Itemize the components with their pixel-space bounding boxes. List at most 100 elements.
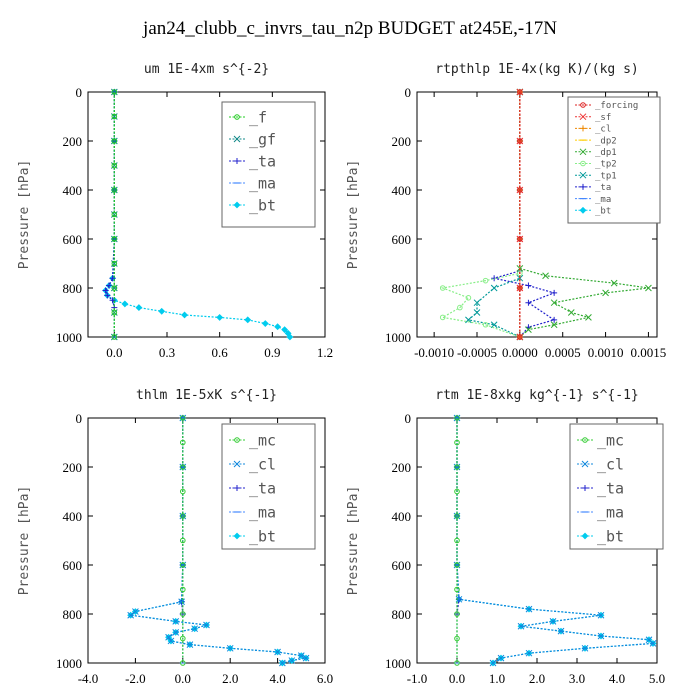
data-point <box>525 649 533 657</box>
legend-label: _dp2 <box>595 136 617 146</box>
data-point <box>180 415 186 421</box>
legend-label: _tp2 <box>595 160 617 170</box>
data-point <box>525 299 532 306</box>
y-tick-label: 800 <box>63 281 83 296</box>
data-point <box>172 629 180 636</box>
y-tick-label: 400 <box>63 183 83 198</box>
data-point <box>465 316 472 324</box>
chart-panel-3: rtm 1E-8xkg kg^{-1} s^{-1} Pressure [hPa]… <box>346 388 665 686</box>
data-point <box>473 299 481 307</box>
x-tick-label: 0.3 <box>159 345 175 360</box>
y-tick-label: 1000 <box>385 330 411 345</box>
data-point <box>490 284 498 292</box>
data-point <box>110 113 118 120</box>
y-tick-label: 800 <box>392 607 412 622</box>
data-point <box>226 644 234 652</box>
chart-panel-0: um 1E-4xm s^{-2} Pressure [hPa] 0 200 400 600… <box>17 62 333 360</box>
data-point <box>602 289 609 297</box>
data-point <box>109 297 116 304</box>
data-point <box>454 660 460 666</box>
data-point <box>551 316 558 323</box>
data-point <box>490 321 498 329</box>
data-point <box>517 334 523 340</box>
legend-marker <box>579 113 587 121</box>
y-tick-label: 400 <box>392 509 412 524</box>
data-point <box>585 314 592 321</box>
legend-marker <box>233 135 241 143</box>
x-tick-label: -0.0010 <box>414 345 454 360</box>
x-tick-label: 2.0 <box>222 671 238 686</box>
data-point <box>216 313 224 321</box>
legend-marker <box>579 148 587 156</box>
x-tick-label: 1.2 <box>317 345 333 360</box>
legend: _mc _cl _ta _ma _bt <box>569 423 664 550</box>
plot-frame <box>87 91 326 338</box>
data-point <box>179 463 187 471</box>
data-point <box>274 648 281 656</box>
legend-marker <box>580 102 586 108</box>
series-f <box>111 89 118 340</box>
legend-label: _bt <box>595 206 611 216</box>
legend-label: _ma <box>249 174 276 192</box>
data-point <box>261 320 269 327</box>
data-point <box>111 309 118 316</box>
data-point <box>180 660 186 666</box>
data-point <box>525 326 532 334</box>
data-point <box>517 236 523 242</box>
y-tick-label: 0 <box>76 411 83 426</box>
chart-panel-2: thlm 1E-5xK s^{-1} Pressure [hPa] 0 200 400 6… <box>17 388 333 686</box>
data-point <box>172 617 180 625</box>
data-point <box>111 89 118 95</box>
y-axis-label: Pressure [hPa] <box>346 160 361 270</box>
legend-label: _mc <box>249 431 276 449</box>
legend-label: _sf <box>595 113 611 123</box>
y-tick-label: 600 <box>392 558 412 573</box>
y-tick-label: 600 <box>392 232 412 247</box>
chart-panel-1: rtpthlp 1E-4x(kg K)/(kg s) Pressure [hPa]… <box>346 62 666 360</box>
legend-label: _bt <box>249 527 276 545</box>
data-point <box>110 235 118 243</box>
y-tick-label: 1000 <box>385 656 411 671</box>
data-point <box>186 641 194 648</box>
data-point <box>525 605 533 613</box>
y-tick-label: 800 <box>392 281 412 296</box>
data-point <box>542 272 549 280</box>
legend-label: _ma <box>595 195 611 205</box>
legend-box <box>567 96 661 224</box>
data-point <box>557 627 565 635</box>
data-point <box>517 187 523 193</box>
data-point <box>203 621 210 629</box>
data-point <box>454 464 460 470</box>
y-axis-label: Pressure [hPa] <box>17 486 32 596</box>
legend-marker <box>234 485 240 491</box>
data-point <box>465 295 472 301</box>
legend-marker <box>582 485 588 491</box>
data-point <box>278 659 286 667</box>
data-point <box>581 644 589 652</box>
data-point <box>286 333 294 341</box>
data-point <box>191 625 199 633</box>
x-tick-label: 6.0 <box>317 671 333 686</box>
data-point <box>132 608 139 615</box>
data-point <box>457 304 463 311</box>
legend-label: _tp1 <box>595 171 617 181</box>
data-point <box>158 307 166 315</box>
x-tick-label: 4.0 <box>269 671 285 686</box>
data-point <box>489 659 497 667</box>
legend-label: _ma <box>597 503 624 521</box>
data-point <box>180 537 186 544</box>
data-point <box>454 439 460 446</box>
data-point <box>455 595 463 603</box>
y-tick-label: 800 <box>63 607 83 622</box>
data-point <box>597 611 605 619</box>
data-point <box>497 654 505 662</box>
data-point <box>454 415 460 421</box>
series-tp2 <box>439 89 523 340</box>
data-point <box>121 300 129 308</box>
data-point <box>180 513 186 519</box>
data-point <box>110 260 118 267</box>
legend-label: _ta <box>595 183 611 193</box>
y-tick-label: 200 <box>63 134 83 149</box>
series-mc <box>454 415 460 666</box>
